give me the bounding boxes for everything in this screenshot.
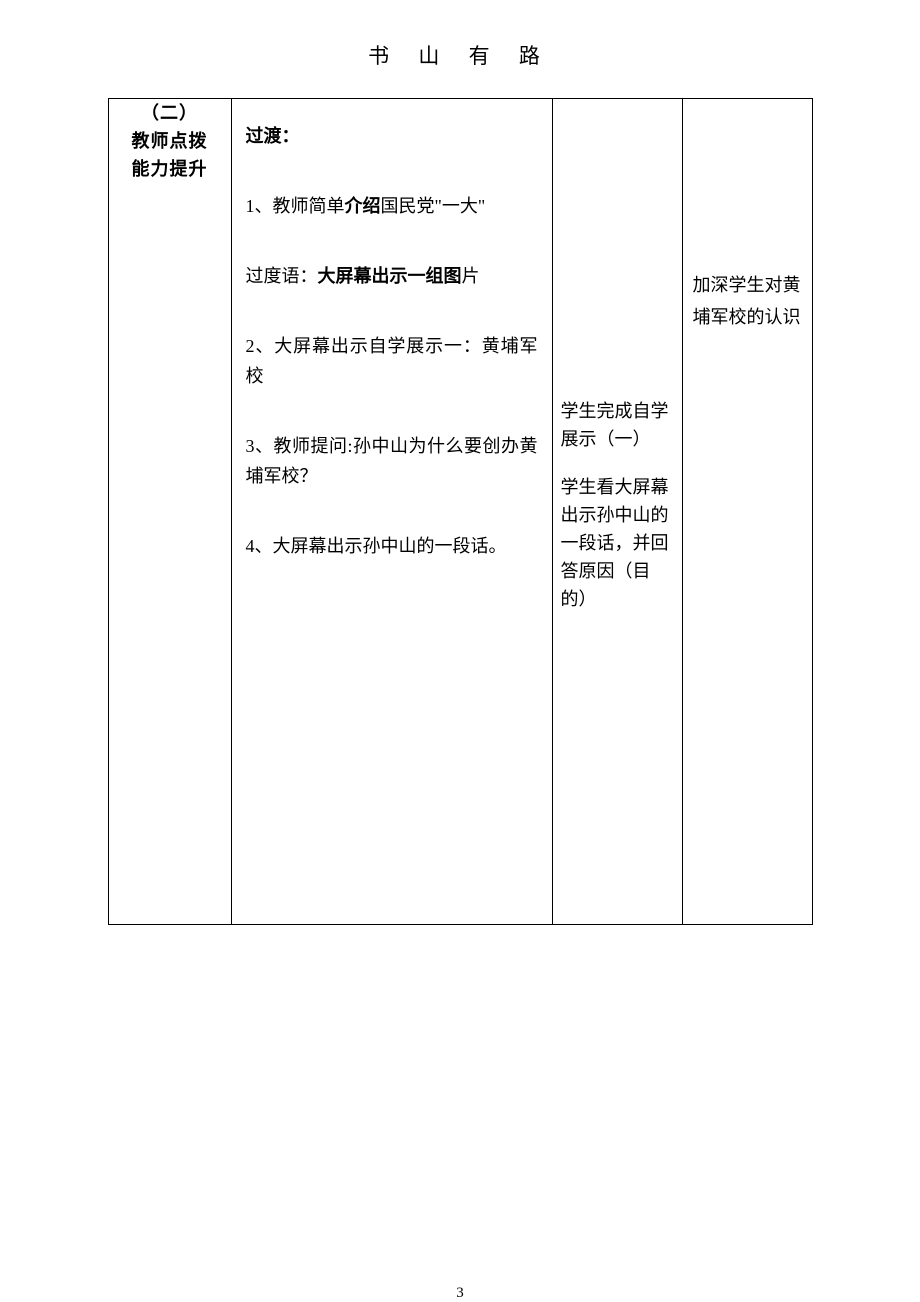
activity-item-transition: 过度语：大屏幕出示一组图片	[246, 261, 538, 291]
table-row: （二） 教师点拨 能力提升 过渡： 1、教师简单介绍国民党"一大" 过度语：大屏…	[108, 99, 812, 925]
cell-purpose: 加深学生对黄埔军校的认识	[682, 99, 812, 925]
page-header-title: 书 山 有 路	[368, 40, 552, 70]
activity-item-1: 1、教师简单介绍国民党"一大"	[246, 191, 538, 221]
page-number: 3	[0, 1285, 920, 1302]
section-title-1: 教师点拨	[132, 127, 208, 155]
lesson-plan-table: （二） 教师点拨 能力提升 过渡： 1、教师简单介绍国民党"一大" 过度语：大屏…	[108, 98, 813, 925]
activity-item-4: 4、大屏幕出示孙中山的一段话。	[246, 531, 538, 561]
cell-teacher-activity: 过渡： 1、教师简单介绍国民党"一大" 过度语：大屏幕出示一组图片 2、大屏幕出…	[231, 99, 552, 925]
activity-item-2: 2、大屏幕出示自学展示一：黄埔军校	[246, 331, 538, 391]
transition-heading: 过渡：	[246, 126, 300, 146]
activity-item-3: 3、教师提问:孙中山为什么要创办黄埔军校？	[246, 431, 538, 491]
student-activity-1: 学生完成自学展示（一）	[561, 397, 676, 453]
cell-section-label: （二） 教师点拨 能力提升	[108, 99, 231, 925]
student-activity-2: 学生看大屏幕出示孙中山的一段话，并回答原因（目的）	[561, 473, 676, 613]
purpose-text: 加深学生对黄埔军校的认识	[693, 269, 808, 333]
section-title-2: 能力提升	[132, 155, 208, 183]
section-num: （二）	[141, 99, 198, 127]
cell-student-activity: 学生完成自学展示（一） 学生看大屏幕出示孙中山的一段话，并回答原因（目的）	[552, 99, 682, 925]
